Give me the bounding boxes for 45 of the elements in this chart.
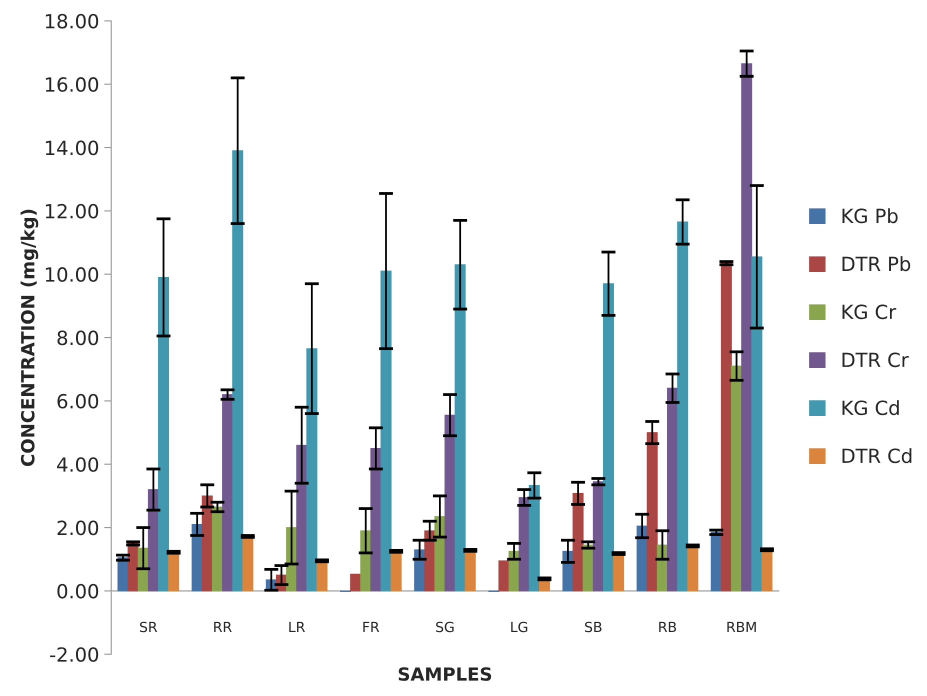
y-tick-label: 8.00	[57, 330, 98, 346]
bar	[380, 270, 392, 592]
bar	[582, 544, 594, 592]
bar	[751, 256, 762, 592]
bar	[518, 497, 530, 592]
legend-label: KG Pb	[842, 208, 898, 224]
bar	[741, 63, 752, 592]
y-tick-label: -2.00	[50, 647, 98, 662]
y-tick-label: 12.00	[46, 204, 98, 219]
bar	[296, 444, 308, 592]
y-tick-label: 18.00	[46, 14, 98, 29]
legend-label: DTR Pb	[842, 256, 910, 272]
bar	[602, 283, 614, 592]
x-axis-title: SAMPLES	[398, 667, 492, 681]
legend-label: KG Cd	[842, 400, 899, 416]
x-tick-label: SG	[436, 622, 454, 632]
x-tick-label: RR	[214, 622, 232, 632]
x-tick-label: SR	[140, 622, 158, 632]
bar	[158, 276, 170, 592]
x-tick-label: LR	[289, 622, 305, 632]
y-tick-label: 4.00	[57, 457, 98, 472]
x-tick-label: FR	[363, 622, 380, 632]
legend-label: DTR Cr	[842, 352, 909, 368]
bar	[720, 262, 732, 592]
y-tick-label: 10.00	[46, 267, 98, 282]
y-tick-label: 6.00	[58, 394, 98, 409]
bar	[232, 150, 244, 592]
y-tick-label: 2.00	[58, 520, 98, 536]
x-tick-label: RB	[659, 622, 676, 632]
legend-label: DTR Cd	[842, 448, 912, 464]
bar	[454, 264, 466, 592]
bar	[498, 560, 510, 592]
x-tick-label: SB	[585, 622, 602, 632]
bar	[677, 222, 688, 592]
x-tick-label: LG	[511, 622, 528, 632]
bar	[306, 348, 318, 592]
legend-label: KG Cr	[842, 304, 896, 320]
bar	[350, 574, 362, 592]
y-tick-label: 14.00	[46, 140, 98, 156]
x-tick-label: RBM	[727, 622, 756, 632]
bar	[646, 432, 658, 592]
bar	[528, 485, 540, 592]
y-axis-title: CONCENTRATION (mg/kg)	[20, 210, 38, 466]
y-tick-label: 0.00	[57, 584, 98, 599]
y-tick-label: 16.00	[46, 77, 98, 92]
